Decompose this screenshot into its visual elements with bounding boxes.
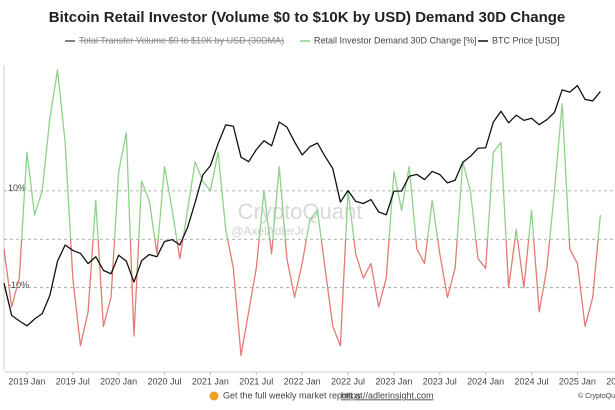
watermark-handle: @AxelAdlerJr <box>231 224 305 238</box>
x-tick-label: 2022 Jan <box>284 376 321 386</box>
copyright: © CryptoQuant. All <box>578 392 615 400</box>
chart-title: Bitcoin Retail Investor (Volume $0 to $1… <box>49 9 566 26</box>
x-tick-label: 2020 Jul <box>148 376 182 386</box>
x-tick-label: 2024 Jul <box>515 376 549 386</box>
x-tick-label: 2020 Jan <box>100 376 137 386</box>
legend-label[interactable]: Retail Investor Demand 30D Change [%] <box>314 35 477 45</box>
x-tick-label: 2023 Jul <box>423 376 457 386</box>
x-tick-label: 2021 Jul <box>239 376 273 386</box>
y-tick-label: -10% <box>8 280 29 290</box>
x-tick-label: 2025 Jan <box>559 376 596 386</box>
x-tick-label: 2023 Jan <box>375 376 412 386</box>
x-tick-label: 2019 Jan <box>8 376 45 386</box>
legend-label[interactable]: Total Transfer Volume $0 to $10K by USD … <box>79 35 284 45</box>
x-tick-label: 2024 Jan <box>467 376 504 386</box>
x-tick-label: 2022 Jul <box>331 376 365 386</box>
x-tick-label: 2025 Jul <box>606 376 615 386</box>
footer-icon <box>209 391 219 401</box>
y-tick-label: 10% <box>8 183 26 193</box>
legend-label[interactable]: BTC Price [USD] <box>492 35 560 45</box>
footer-text: Get the full weekly market report at <box>223 390 363 400</box>
x-tick-label: 2021 Jan <box>192 376 229 386</box>
footer-link[interactable]: https://adlerinsight.com <box>341 390 434 400</box>
x-tick-label: 2019 Jul <box>56 376 90 386</box>
series-line <box>3 69 601 357</box>
series-line <box>3 84 601 327</box>
watermark: CryptoQuant <box>238 199 363 224</box>
